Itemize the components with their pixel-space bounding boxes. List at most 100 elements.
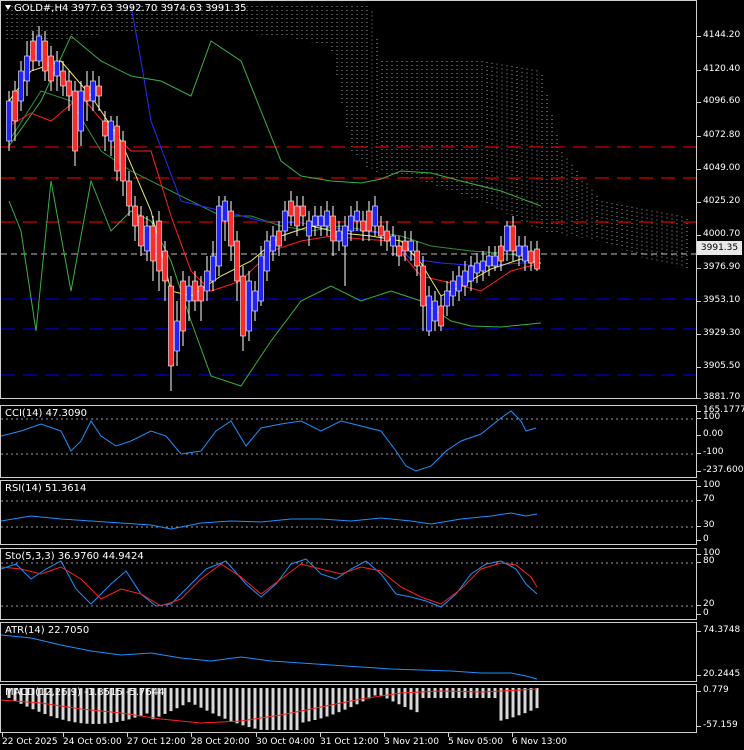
candle-body [528,250,534,264]
price-tick-mark [697,70,701,71]
atr-line [1,634,538,680]
rsi-canvas [1,500,696,530]
candle-body [216,205,222,267]
time-tick-label: 31 Oct 12:00 [320,737,379,747]
rsi-tick-label: 0 [703,534,709,544]
price-tick-label: 3953.10 [703,295,741,305]
candle-body [60,70,66,87]
macd-histogram-bar [85,688,89,724]
macd-histogram-bar [367,688,371,699]
stochastic-signal-line [1,562,538,607]
macd-label: MACD(12,26,9) -1.8515 -5.7644 [5,687,165,698]
price-tick-mark [697,301,701,302]
price-chart-canvas[interactable] [1,1,697,399]
cci-tick-label: -237.6009 [703,465,744,475]
candle-body [126,180,132,207]
price-tick-label: 4144.20 [703,30,741,40]
macd-histogram-bar [277,688,281,730]
macd-histogram-bar [241,688,245,726]
time-tick-label: 3 Nov 21:00 [384,737,439,747]
stochastic-axis: 100 80 20 0 [697,548,744,620]
candle-body [312,215,318,227]
candle-body [366,210,372,232]
macd-histogram-bar [121,688,125,721]
candle-body [222,200,228,222]
candle-body [468,265,474,282]
time-axis[interactable]: 22 Oct 2025 24 Oct 05:00 27 Oct 12:00 28 Oc… [0,733,744,750]
macd-histogram-bar [349,688,353,708]
macd-histogram-bar [289,688,293,730]
macd-histogram-bar [415,688,419,713]
macd-histogram-bar [325,688,329,717]
candle-body [174,320,180,352]
macd-histogram-bar [493,688,497,698]
cci-line [1,410,537,472]
price-tick-label: 3929.30 [703,328,741,338]
cci-pane[interactable]: CCI(14) 47.3090 [0,405,697,478]
candle-body [432,300,438,322]
candle-body [168,285,174,367]
macd-histogram-bar [379,688,383,696]
macd-histogram-bar [253,688,257,729]
macd-histogram-bar [475,688,479,698]
candle-body [36,35,42,62]
stochastic-pane[interactable]: Sto(5,3,3) 36.9760 44.9424 [0,548,697,620]
price-tick-mark [697,202,701,203]
dropdown-triangle-icon[interactable] [5,5,11,10]
candle-body [450,280,456,297]
time-tick-mark [320,733,321,737]
macd-histogram-bar [271,688,275,730]
time-tick-label: 30 Oct 04:00 [256,737,315,747]
macd-histogram-bar [73,688,77,723]
candle-body [144,225,150,252]
candle-body [360,220,366,232]
candle-body [186,285,192,302]
candle-body [114,125,120,172]
bollinger-upper-band [8,35,542,207]
candle-body [330,215,336,242]
candle-body [534,248,540,270]
time-tick-mark [191,733,192,737]
price-tick-mark [697,136,701,137]
candle-body [120,140,126,182]
macd-histogram-bar [49,688,53,717]
candle-body [210,255,216,282]
macd-histogram-bar [343,688,347,710]
stochastic-tick-label: 100 [703,548,721,558]
macd-histogram-bar [55,688,59,719]
rsi-pane[interactable]: RSI(14) 51.3614 [0,480,697,545]
macd-histogram-bar [19,688,23,704]
macd-pane[interactable]: MACD(12,26,9) -1.8515 -5.7644 [0,684,697,733]
time-tick-mark [384,733,385,737]
time-tick-label: 5 Nov 05:00 [448,737,503,747]
price-tick-mark [697,334,701,335]
macd-histogram-bar [163,688,167,714]
candle-body [90,80,96,102]
time-tick-mark [448,733,449,737]
candle-body [390,235,396,247]
macd-histogram-bar [193,688,197,705]
macd-histogram-bar [133,688,137,718]
price-axis[interactable]: 4144.20 4120.40 4096.60 4072.80 4049.00 4025.… [697,0,744,402]
rsi-line [1,512,538,530]
macd-histogram-bar [469,688,473,698]
stochastic-main-line [1,558,538,608]
candle-body [72,90,78,152]
candle-body [150,225,156,262]
candle-body [408,240,414,252]
price-chart-pane[interactable]: GOLD#,H4 3977.63 3992.70 3974.63 3991.35 [0,0,697,399]
macd-histogram-bar [487,688,491,698]
candle-body [234,240,240,282]
macd-histogram-bar [205,688,209,711]
macd-histogram-bar [199,688,203,708]
macd-histogram-bar [97,688,101,724]
atr-pane[interactable]: ATR(14) 22.7050 [0,622,697,682]
candle-body [384,230,390,242]
time-tick-label: 22 Oct 2025 [2,737,58,747]
atr-tick-label: 20.2445 [703,669,741,679]
candle-body [522,245,528,262]
candle-body [30,40,36,62]
macd-histogram-bar [439,688,443,698]
candle-body [246,280,252,332]
candle-body [402,240,408,252]
